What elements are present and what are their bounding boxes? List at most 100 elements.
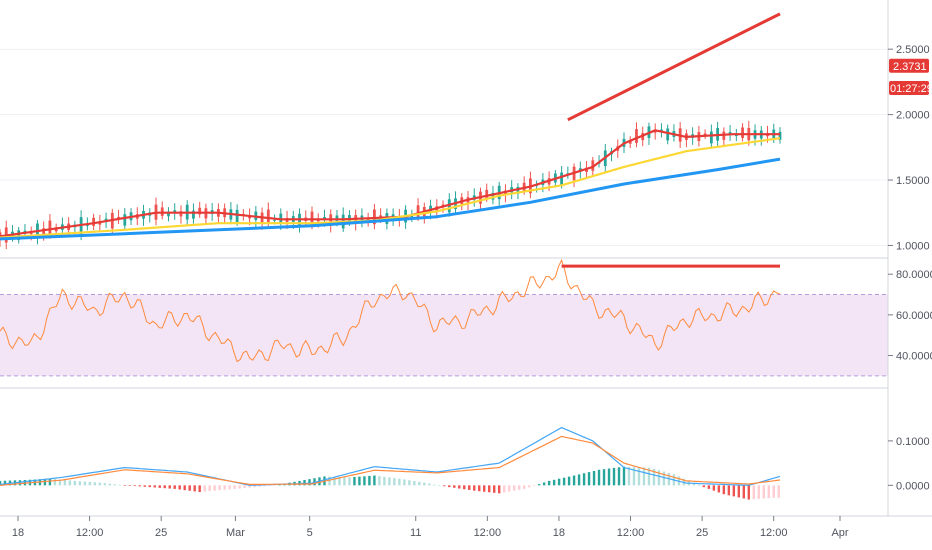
macd-histogram-bar [373,475,376,486]
time-tick-label: Apr [831,527,848,539]
macd-histogram-bar [657,470,661,486]
macd-histogram-bar [48,478,52,486]
candle-body [266,209,270,223]
time-tick-label: 12:00 [760,527,788,539]
price-panel [0,12,782,250]
rsi-line [0,258,781,363]
macd-tick-label: 0.0000 [896,480,930,492]
macd-histogram-bar [642,467,646,486]
macd-histogram-bar [338,476,341,486]
candle-body [23,230,27,233]
candle-body [485,189,489,198]
macd-histogram-bar [98,482,102,486]
candle-body [416,205,420,218]
macd-histogram-bar [552,479,556,486]
last-price-label: 2.3731 [893,61,927,73]
time-tick-label: 25 [155,527,167,539]
macd-histogram-bar [193,485,196,492]
macd-histogram-bar [777,485,780,498]
macd-histogram-bar [747,485,750,500]
price-tick-label: 1.5000 [896,175,930,187]
axes: 2.5000 2.0000 1.5000 1.0000 80.0000 60.0000 40… [12,44,932,539]
macd-histogram-bar [333,476,336,486]
macd-histogram-bar [742,485,746,499]
macd-histogram-bar [632,467,636,486]
macd-signal-line [0,435,781,486]
macd-histogram-bar [517,485,521,490]
macd-histogram-bar [108,483,112,486]
macd-histogram-bar [732,485,736,497]
time-tick-label: 11 [410,527,421,539]
macd-histogram-bar [762,485,765,499]
macd-histogram-bar [163,485,166,489]
macd-histogram-bar [617,467,621,486]
macd-histogram-bar [73,480,77,486]
macd-histogram-bar [253,485,256,488]
macd-histogram-bar [443,485,446,487]
macd-histogram-bar [468,485,471,490]
candle-body [741,127,744,139]
macd-histogram-bar [488,485,491,493]
candle-body [29,233,33,235]
macd-histogram-bar [562,477,566,486]
macd-histogram-bar [268,485,271,486]
macd-histogram-bar [308,479,311,486]
macd-histogram-bar [118,484,122,486]
candle-body [734,134,738,137]
macd-histogram-bar [3,480,7,486]
macd-histogram-bar [572,475,576,486]
macd-histogram-bar [398,478,401,486]
macd-histogram-bar [707,485,711,489]
macd-histogram-bar [423,482,426,486]
macd-histogram-bar [128,485,131,486]
macd-histogram-bar [53,479,57,486]
macd-histogram-bar [428,483,431,486]
macd-histogram-bar [458,485,461,489]
macd-histogram-bar [602,469,606,486]
macd-histogram-bar [403,479,406,486]
macd-histogram-bar [433,484,436,486]
candle-body [198,207,202,215]
macd-histogram-bar [767,485,770,499]
macd-tick-label: 0.1000 [896,436,930,448]
candle-body [560,172,563,186]
macd-histogram-bar [358,476,361,486]
macd-histogram-bar [88,481,92,486]
macd-histogram-bar [0,480,2,486]
macd-histogram-bar [597,469,601,486]
macd-histogram-bar [238,485,241,489]
macd-histogram-bar [138,485,141,487]
macd-histogram-bar [438,485,441,486]
macd-histogram-bar [263,485,266,487]
macd-histogram-bar [348,477,351,486]
macd-histogram-bar [243,485,246,488]
candle-body [373,209,376,225]
macd-histogram-bar [418,481,421,486]
macd-histogram-bar [622,466,626,486]
macd-histogram-bar [363,476,366,486]
macd-histogram-bar [388,477,391,486]
macd-histogram-bar [647,467,651,486]
time-tick-label: 18 [553,527,565,539]
macd-histogram-bar [313,478,316,486]
macd-histogram-bar [43,478,47,486]
last-price-badge: 2.3731 [889,58,929,73]
macd-histogram-bar [203,485,206,492]
price-tick-label: 2.5000 [896,44,930,56]
macd-histogram-bar [652,468,656,486]
macd-histogram-bar [213,485,216,491]
countdown-badge: 01:27:29 [889,81,932,95]
macd-histogram-bar [712,485,716,491]
macd-histogram-bar [188,485,191,491]
macd-histogram-bar [273,485,276,486]
macd-histogram-bar [722,485,726,495]
macd-histogram-bar [233,485,236,489]
macd-histogram-bar [278,484,281,486]
time-tick-label: 25 [696,527,708,539]
time-tick-label: 12:00 [76,527,104,539]
macd-histogram-bar [577,474,581,486]
macd-histogram-bar [218,485,221,491]
macd-panel [0,426,781,500]
macd-histogram-bar [113,484,117,486]
macd-histogram-bar [148,485,151,488]
